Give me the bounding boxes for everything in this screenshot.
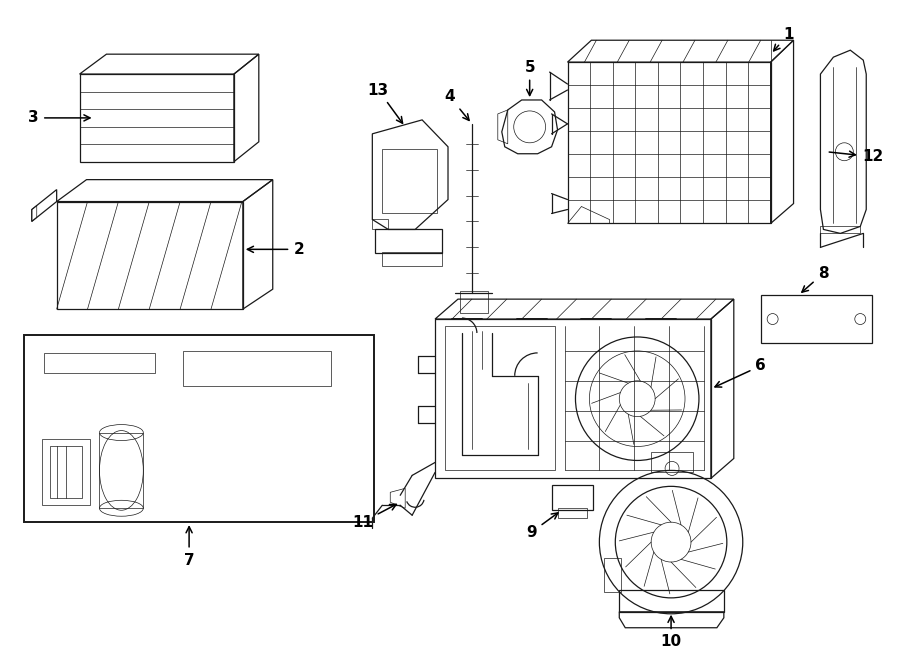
- Bar: [652, 453, 693, 473]
- Bar: [23, 335, 374, 522]
- Bar: [760, 295, 872, 343]
- Text: 13: 13: [368, 83, 402, 123]
- Bar: [382, 253, 442, 266]
- Bar: [460, 291, 488, 313]
- Text: 1: 1: [774, 26, 794, 51]
- Text: 12: 12: [829, 149, 884, 164]
- Bar: [557, 508, 588, 518]
- Bar: [619, 590, 724, 612]
- Text: 10: 10: [661, 616, 681, 649]
- Text: 6: 6: [715, 358, 766, 387]
- Text: 3: 3: [29, 110, 90, 126]
- Text: 8: 8: [802, 266, 829, 292]
- Text: 7: 7: [184, 527, 194, 568]
- Text: 4: 4: [445, 89, 469, 120]
- Bar: [382, 149, 437, 214]
- Text: 9: 9: [526, 513, 558, 539]
- Bar: [183, 351, 330, 386]
- Text: 11: 11: [352, 504, 396, 529]
- Bar: [79, 74, 234, 162]
- Bar: [552, 485, 593, 510]
- Text: 2: 2: [248, 242, 304, 257]
- Bar: [44, 353, 155, 373]
- Text: 5: 5: [525, 59, 535, 95]
